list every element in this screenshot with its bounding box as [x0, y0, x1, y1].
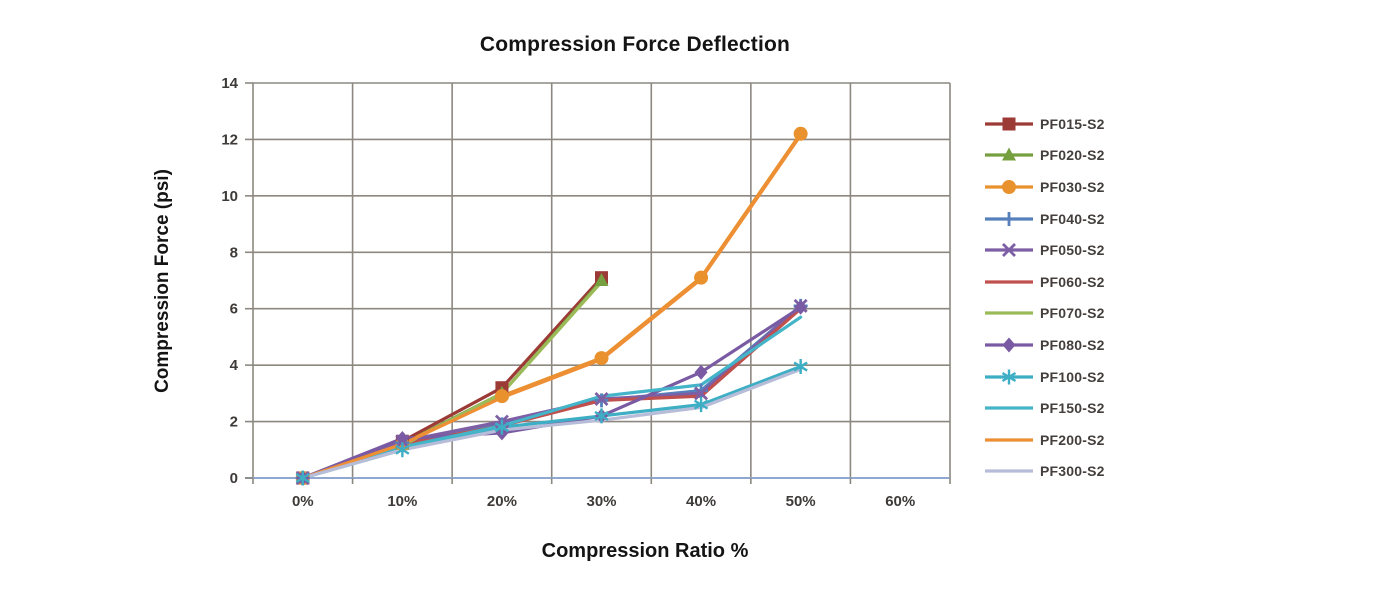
x-tick-label: 0%: [292, 493, 314, 510]
legend-label: PF015-S2: [1040, 115, 1105, 132]
legend: PF015-S2 PF020-S2 PF030-S2 PF040-S2 PF050-S2…: [985, 108, 1105, 487]
circle-marker-icon: [694, 270, 709, 285]
x-tick-label: 30%: [586, 493, 616, 510]
legend-item: PF070-S2: [985, 298, 1105, 330]
x-tick-label: 40%: [686, 493, 716, 510]
legend-item: PF080-S2: [985, 329, 1105, 361]
circle-marker-icon: [494, 389, 509, 404]
x-marker-icon: [594, 392, 609, 406]
legend-item: PF015-S2: [985, 108, 1105, 140]
legend-label: PF150-S2: [1040, 400, 1105, 417]
series-line-PF150-S2: [301, 315, 803, 480]
circle-marker-icon: [793, 126, 808, 141]
triangle-marker-icon: [1002, 147, 1016, 161]
legend-label: PF060-S2: [1040, 273, 1105, 290]
diamond-marker-icon: [1002, 337, 1016, 353]
legend-plus-swatch-icon: [985, 211, 1033, 226]
asterisk-marker-icon: [594, 408, 609, 424]
chart-title: Compression Force Deflection: [479, 33, 791, 56]
legend-none-swatch-icon: [985, 311, 1033, 315]
legend-label: PF100-S2: [1040, 368, 1105, 385]
x-tick-label: 20%: [487, 493, 517, 510]
x-axis-title: Compression Ratio %: [541, 540, 749, 562]
asterisk-marker-icon: [1001, 369, 1017, 385]
y-tick-label: 0: [230, 470, 238, 487]
series-line-PF300-S2: [301, 367, 803, 480]
y-tick-label: 6: [230, 301, 238, 318]
legend-item: PF100-S2: [985, 361, 1105, 393]
legend-circle-swatch-icon: [985, 179, 1033, 194]
legend-square-swatch-icon: [985, 117, 1033, 131]
asterisk-marker-icon: [693, 397, 709, 413]
legend-item: PF300-S2: [985, 456, 1105, 488]
legend-label: PF080-S2: [1040, 336, 1105, 353]
x-marker-icon: [694, 386, 709, 401]
asterisk-marker-icon: [793, 359, 808, 375]
legend-label: PF020-S2: [1040, 147, 1105, 164]
y-tick-label: 2: [230, 414, 238, 431]
triangle-marker-icon: [594, 273, 609, 286]
y-tick-label: 8: [230, 244, 238, 261]
x-marker-icon: [1002, 243, 1016, 258]
y-tick-label: 10: [221, 188, 238, 205]
asterisk-marker-icon: [295, 470, 310, 486]
legend-label: PF040-S2: [1040, 210, 1105, 227]
legend-item: PF150-S2: [985, 392, 1105, 424]
x-tick-label: 50%: [786, 493, 816, 510]
x-tick-label: 10%: [387, 493, 417, 510]
circle-marker-icon: [594, 351, 609, 366]
legend-label: PF050-S2: [1040, 242, 1105, 259]
legend-item: PF060-S2: [985, 266, 1105, 298]
legend-item: PF030-S2: [985, 171, 1105, 203]
y-tick-label: 4: [230, 357, 239, 374]
series-markers-PF100-S2: [295, 359, 808, 486]
asterisk-marker-icon: [395, 442, 410, 458]
legend-label: PF030-S2: [1040, 178, 1105, 195]
diamond-marker-icon: [694, 364, 708, 380]
asterisk-marker-icon: [494, 419, 510, 435]
diamond-marker-icon: [794, 299, 808, 315]
legend-diamond-swatch-icon: [985, 337, 1033, 353]
plus-marker-icon: [1002, 211, 1016, 226]
legend-label: PF070-S2: [1040, 305, 1105, 322]
square-marker-icon: [1002, 117, 1016, 131]
series-line-PF200-S2: [301, 133, 803, 480]
legend-none-swatch-icon: [985, 280, 1033, 284]
legend-none-swatch-icon: [985, 406, 1033, 410]
circle-marker-icon: [1002, 179, 1016, 194]
diamond-marker-icon: [395, 431, 409, 446]
legend-none-swatch-icon: [985, 469, 1033, 473]
legend-item: PF200-S2: [985, 424, 1105, 456]
legend-x-swatch-icon: [985, 243, 1033, 258]
legend-item: PF020-S2: [985, 140, 1105, 172]
y-tick-label: 14: [221, 75, 238, 92]
legend-none-swatch-icon: [985, 438, 1033, 442]
legend-asterisk-swatch-icon: [985, 369, 1033, 385]
legend-label: PF200-S2: [1040, 431, 1105, 448]
legend-triangle-swatch-icon: [985, 147, 1033, 161]
legend-label: PF300-S2: [1040, 463, 1105, 480]
x-tick-label: 60%: [885, 493, 915, 510]
legend-item: PF050-S2: [985, 234, 1105, 266]
legend-item: PF040-S2: [985, 203, 1105, 235]
y-tick-label: 12: [221, 131, 238, 148]
